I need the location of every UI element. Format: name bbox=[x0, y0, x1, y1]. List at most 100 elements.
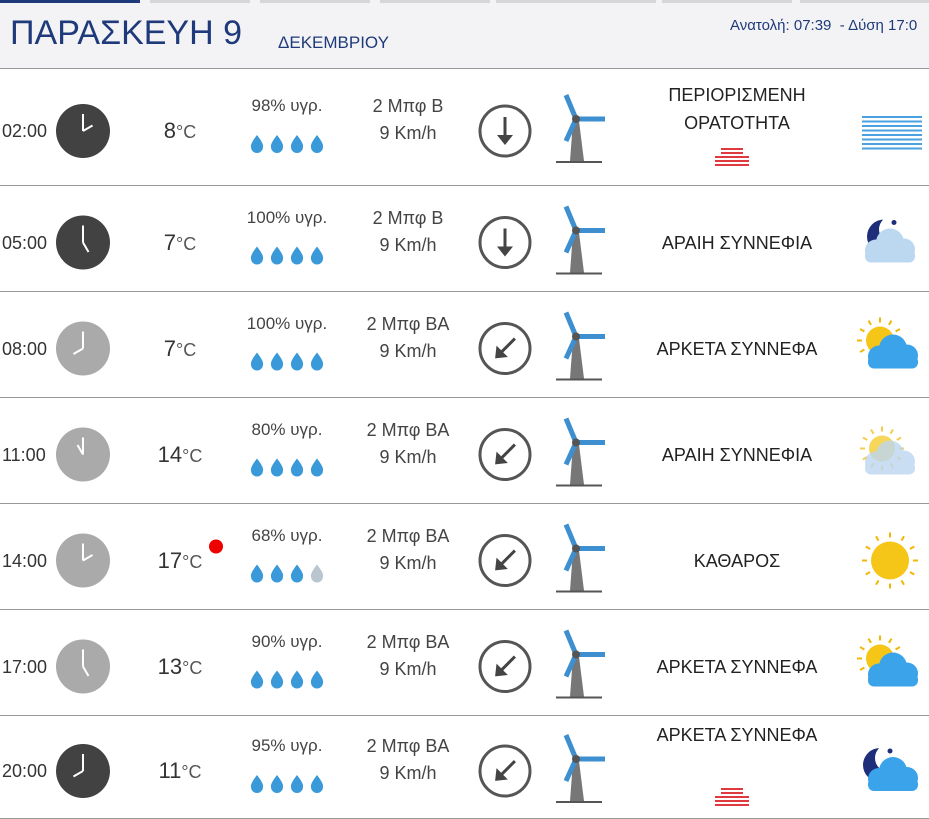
temp-unit: °C bbox=[182, 551, 203, 572]
tab[interactable] bbox=[496, 0, 656, 3]
temp-unit: °C bbox=[182, 657, 203, 678]
sun-ray bbox=[865, 571, 871, 576]
wind-arrow-ring bbox=[478, 534, 532, 587]
temp-value: 14 bbox=[157, 441, 183, 467]
tab[interactable] bbox=[662, 0, 792, 3]
turbine-tower bbox=[570, 656, 584, 697]
row-icons bbox=[56, 205, 915, 275]
tab[interactable] bbox=[380, 0, 490, 3]
temperature: 13°C bbox=[120, 654, 240, 680]
wind-arrow-head bbox=[495, 451, 508, 465]
humidity: 68% υγρ. bbox=[251, 525, 323, 545]
turbine-blade bbox=[563, 117, 579, 143]
wind-arrow bbox=[495, 549, 516, 571]
humidity: 100% υγρ. bbox=[246, 207, 328, 227]
tab[interactable] bbox=[260, 0, 370, 3]
sun-ray bbox=[900, 579, 905, 586]
cloud-part bbox=[868, 355, 918, 369]
time: 02:00 bbox=[2, 121, 48, 141]
forecast-row: 20:00 11°C 95% υγρ. 2 Μπφ ΒΑ 9 Km/h ΑΡΚΕΤΑ ΣΥ… bbox=[0, 716, 929, 819]
temp-unit: °C bbox=[176, 122, 197, 142]
cloud-part bbox=[865, 461, 915, 475]
clock-hand bbox=[82, 241, 90, 253]
turbine-blade bbox=[563, 229, 579, 254]
wind-speed: 9 Km/h bbox=[379, 552, 437, 573]
drop bbox=[290, 564, 304, 583]
turbine-blade bbox=[563, 653, 579, 678]
condition: ΑΡΚΕΤΑ ΣΥΝΝΕΦΑ bbox=[656, 338, 818, 359]
turbine-blade bbox=[563, 94, 579, 120]
tab[interactable] bbox=[800, 0, 929, 3]
turbine-blade bbox=[563, 547, 579, 572]
sun-ray bbox=[888, 320, 893, 326]
sun-ray bbox=[867, 638, 872, 644]
condition: ΑΡΚΕΤΑ ΣΥΝΝΕΦΑ bbox=[656, 656, 818, 677]
temp-value: 13 bbox=[157, 653, 183, 679]
temp-unit: °C bbox=[182, 445, 203, 466]
wind-arrow-ring bbox=[478, 744, 532, 798]
forecast-row: 02:00 8°C 98% υγρ. 2 Μπφ Β 9 Km/h ΠΕΡΙΟΡΙΣΜΕΝ… bbox=[0, 69, 929, 186]
star bbox=[891, 220, 897, 225]
cloud bbox=[868, 757, 918, 791]
wind-force: 2 Μπφ Β bbox=[372, 96, 444, 116]
sun-disc bbox=[871, 541, 909, 580]
turbine-blade bbox=[563, 523, 579, 550]
drop bbox=[270, 246, 284, 265]
row-icons bbox=[56, 417, 915, 487]
drop bbox=[310, 246, 324, 265]
temperature: 11°C bbox=[120, 758, 240, 784]
turbine-tower bbox=[570, 444, 584, 485]
wind-force: 2 Μπφ ΒΑ bbox=[366, 736, 450, 756]
wind-force: 2 Μπφ Β bbox=[372, 207, 444, 228]
forecast-row: 05:00 7°C 100% υγρ. 2 Μπφ Β 9 Km/h ΑΡΑΙΗ ΣΥΝΝ… bbox=[0, 186, 929, 292]
tab[interactable] bbox=[0, 0, 140, 3]
wind-arrow-head bbox=[495, 557, 508, 571]
drop bbox=[250, 670, 264, 689]
sun-ray bbox=[862, 436, 868, 441]
time: 14:00 bbox=[2, 550, 48, 571]
time: 17:00 bbox=[2, 656, 48, 677]
humidity: 80% υγρ. bbox=[251, 419, 323, 439]
drop bbox=[270, 458, 284, 477]
tab[interactable] bbox=[150, 0, 250, 3]
wind-speed: 9 Km/h bbox=[379, 763, 437, 783]
drop bbox=[310, 775, 324, 793]
sun-ray bbox=[859, 328, 865, 333]
temp-unit: °C bbox=[176, 233, 197, 254]
forecast-row: 17:00 13°C 90% υγρ. 2 Μπφ ΒΑ 9 Km/h ΑΡΚΕΤΑ ΣΥ… bbox=[0, 610, 929, 716]
humidity: 95% υγρ. bbox=[251, 736, 323, 755]
sun-ray bbox=[896, 436, 902, 441]
sun-ray bbox=[900, 535, 905, 542]
wind-arrow-head bbox=[495, 345, 508, 359]
sun-ray bbox=[870, 428, 875, 435]
row-icons bbox=[56, 311, 918, 381]
turbine-hub bbox=[572, 438, 580, 447]
wind-arrow-ring bbox=[478, 640, 532, 693]
wind-arrow-ring bbox=[478, 104, 532, 158]
time: 20:00 bbox=[2, 761, 48, 781]
wind-arrow-ring bbox=[478, 428, 532, 481]
turbine-tower bbox=[570, 550, 584, 591]
turbine-hub bbox=[572, 544, 580, 553]
condition: ΑΡΑΙΗ ΣΥΝΝΕΦΙΑ bbox=[661, 444, 813, 465]
sunrise: Ανατολή: 07:39 bbox=[730, 17, 832, 34]
condition: ΚΑΘΑΡΟΣ bbox=[693, 550, 781, 571]
turbine-hub bbox=[572, 115, 580, 123]
clock-hand bbox=[72, 347, 84, 355]
clock-hand bbox=[82, 554, 94, 562]
row-icons bbox=[56, 734, 918, 806]
drop bbox=[250, 775, 264, 793]
wind-arrow bbox=[497, 117, 513, 145]
turbine-blade bbox=[563, 417, 579, 444]
temperature: 7°C bbox=[120, 230, 240, 256]
drop bbox=[270, 775, 284, 793]
temp-value: 7 bbox=[163, 335, 177, 361]
sun-ray bbox=[865, 545, 871, 550]
drop bbox=[310, 458, 324, 477]
wind-force: 2 Μπφ ΒΑ bbox=[366, 525, 450, 546]
drop bbox=[270, 670, 284, 689]
sun-ray bbox=[859, 666, 865, 671]
forecast-row: 14:00 17°C 68% υγρ. 2 Μπφ ΒΑ 9 Km/h ΚΑΘΑΡΟΣ bbox=[0, 504, 929, 610]
turbine-blade bbox=[563, 205, 579, 232]
